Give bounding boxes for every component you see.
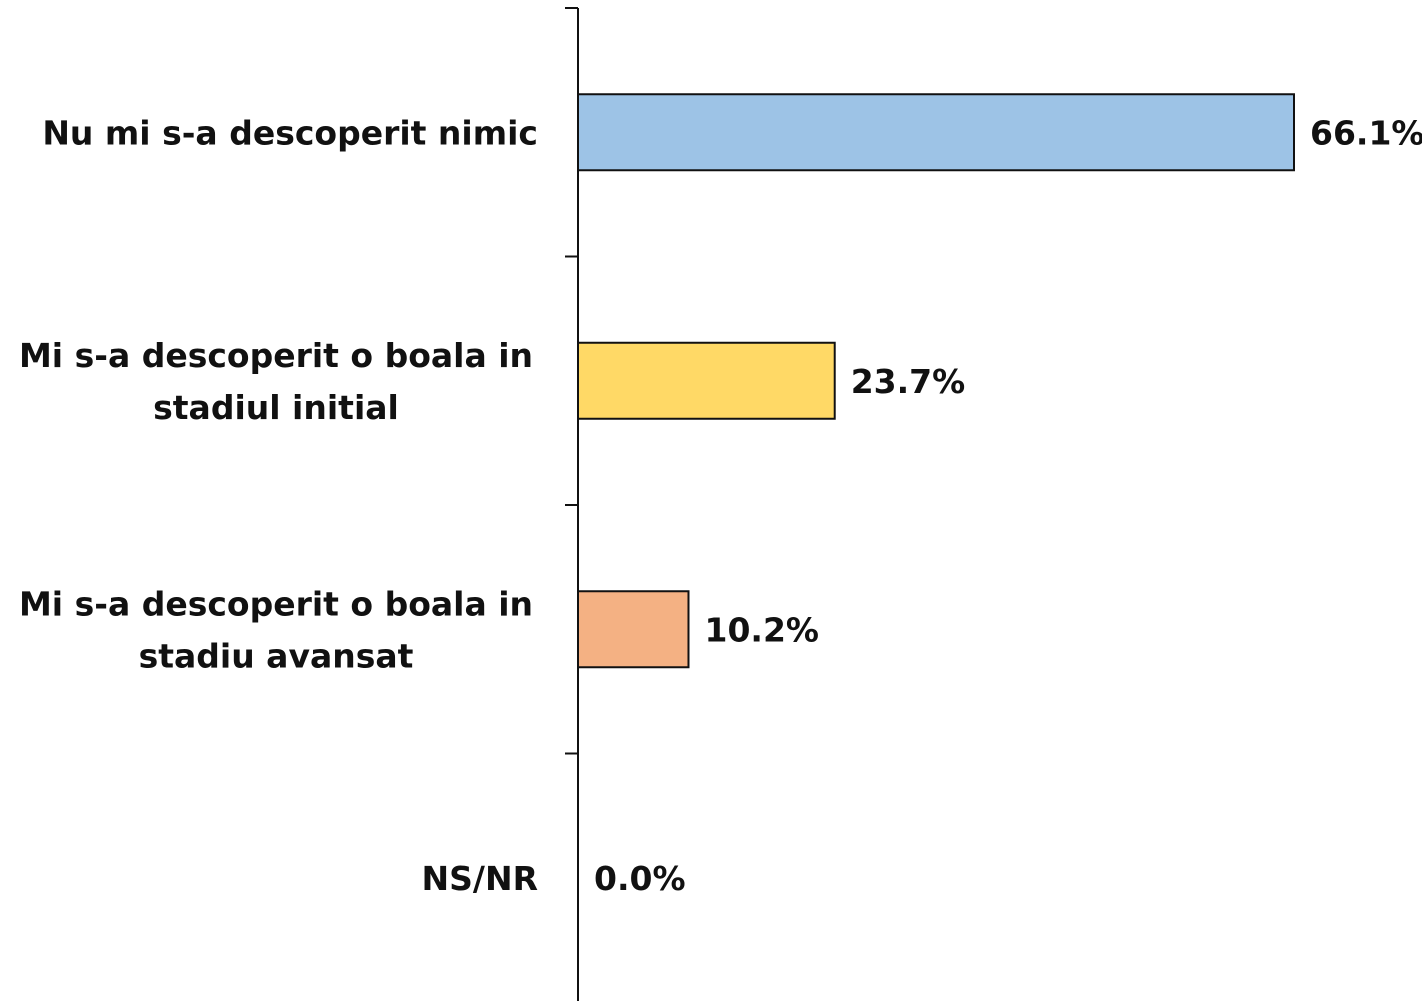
category-label-line: Nu mi s-a descoperit nimic: [42, 113, 538, 152]
category-label-0: Nu mi s-a descoperit nimic: [42, 113, 538, 152]
category-labels-group: Nu mi s-a descoperit nimic Mi s-a descope…: [19, 113, 538, 898]
value-labels-group: 66.1% 23.7% 10.2% 0.0%: [594, 113, 1422, 898]
category-label-line: Mi s-a descoperit o boala in: [19, 584, 533, 623]
bar-0: [577, 93, 1295, 172]
category-label-3: NS/NR: [422, 859, 538, 898]
bar-2: [577, 590, 690, 669]
bars-group: [577, 93, 1295, 669]
category-label-line: Mi s-a descoperit o boala in: [19, 336, 533, 375]
value-label-3: 0.0%: [594, 859, 686, 898]
category-label-line: NS/NR: [422, 859, 538, 898]
value-label-2: 10.2%: [704, 610, 819, 649]
bar-1: [577, 341, 836, 420]
value-label-0: 66.1%: [1310, 113, 1422, 152]
category-label-1: Mi s-a descoperit o boala in stadiul init…: [19, 336, 533, 427]
category-axis-ticks: [565, 7, 578, 755]
category-label-line: stadiu avansat: [139, 636, 414, 675]
category-label-line: stadiul initial: [153, 388, 399, 427]
value-label-1: 23.7%: [851, 362, 966, 401]
category-label-2: Mi s-a descoperit o boala in stadiu avans…: [19, 584, 533, 675]
